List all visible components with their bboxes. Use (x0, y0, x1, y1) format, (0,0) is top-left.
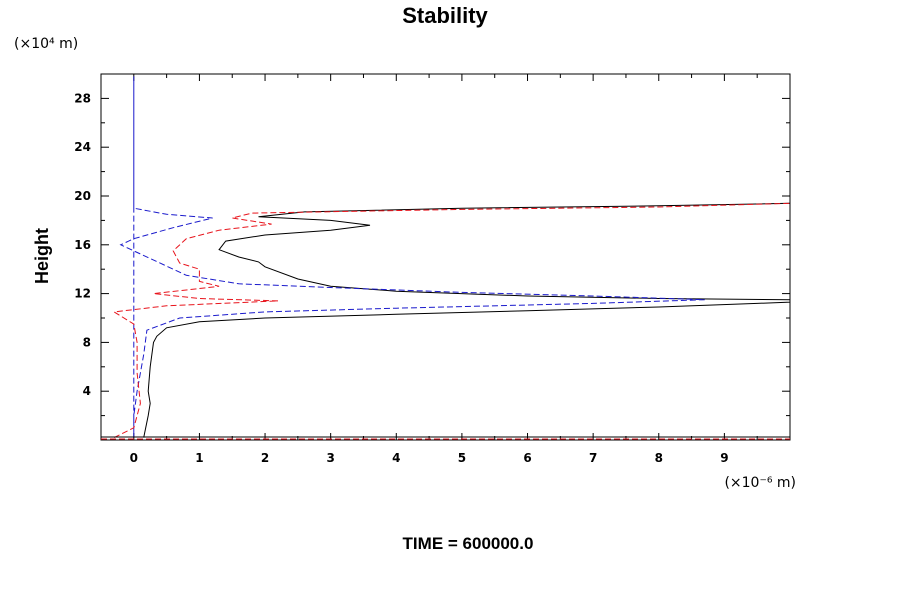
y-axis-label: Height (32, 228, 52, 284)
y-tick-label: 24 (74, 140, 91, 154)
x-tick-label: 1 (195, 451, 203, 465)
plot-frame (100, 73, 791, 441)
x-tick-label: 2 (261, 451, 269, 465)
y-unit-label: (×10⁴ m) (14, 36, 78, 52)
series-line-3 (112, 202, 791, 439)
y-tick-label: 12 (74, 287, 91, 301)
y-tick-label: 20 (74, 189, 91, 203)
chart-title: Stability (402, 3, 488, 28)
y-tick-label: 4 (83, 384, 91, 398)
series-line-1 (143, 202, 791, 438)
y-tick-label: 28 (74, 91, 91, 105)
y-tick-label: 16 (74, 238, 91, 252)
x-tick-label: 6 (523, 451, 531, 465)
x-unit-label: (×10⁻⁶ m) (724, 475, 796, 491)
series-line-2 (119, 76, 705, 438)
x-tick-label: 8 (655, 451, 663, 465)
x-tick-label: 7 (589, 451, 597, 465)
x-tick-label: 5 (458, 451, 466, 465)
time-footer: TIME = 600000.0 (403, 534, 534, 553)
x-tick-label: 9 (720, 451, 728, 465)
x-tick-label: 0 (130, 451, 138, 465)
y-tick-label: 8 (83, 335, 91, 349)
series-group (112, 76, 791, 439)
x-tick-label: 4 (392, 451, 400, 465)
axis-ticks (101, 74, 790, 440)
x-tick-label: 3 (326, 451, 334, 465)
